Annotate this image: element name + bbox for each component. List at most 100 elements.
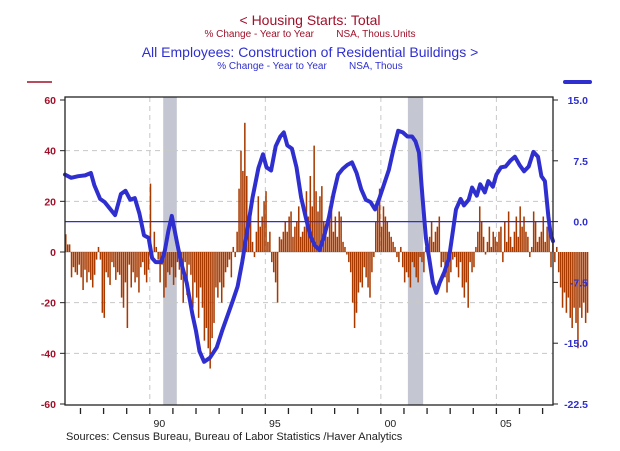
housing-starts-bar bbox=[259, 226, 262, 252]
housing-starts-bar bbox=[269, 231, 271, 252]
housing-starts-bar bbox=[136, 252, 138, 278]
housing-starts-bar bbox=[105, 252, 107, 273]
housing-starts-bar bbox=[363, 252, 365, 268]
housing-starts-bar bbox=[284, 221, 287, 252]
housing-starts-bar bbox=[76, 252, 79, 275]
housing-starts-bar bbox=[244, 122, 246, 252]
housing-starts-bar bbox=[421, 252, 423, 263]
housing-starts-bar bbox=[209, 252, 211, 369]
right-axis-tick-label: -22.5 bbox=[564, 399, 588, 411]
housing-starts-bar bbox=[176, 252, 179, 263]
housing-starts-bar bbox=[109, 252, 111, 285]
housing-starts-bar bbox=[132, 252, 134, 273]
housing-starts-bar bbox=[540, 231, 543, 252]
housing-starts-bar bbox=[147, 252, 150, 270]
housing-starts-bar bbox=[311, 206, 313, 252]
housing-starts-bar bbox=[563, 252, 566, 293]
housing-starts-bar bbox=[224, 252, 227, 273]
housing-starts-bar bbox=[82, 252, 84, 290]
housing-starts-bar bbox=[396, 252, 398, 258]
housing-starts-bar bbox=[138, 252, 140, 293]
housing-starts-bar bbox=[459, 252, 462, 263]
housing-starts-bar bbox=[143, 252, 146, 275]
housing-starts-bar bbox=[471, 252, 473, 273]
housing-starts-bar bbox=[361, 252, 364, 288]
housing-starts-bar bbox=[236, 231, 238, 252]
housing-starts-bar bbox=[118, 252, 121, 275]
housing-starts-bar bbox=[321, 186, 323, 252]
housing-starts-bar bbox=[309, 176, 312, 252]
housing-starts-bar bbox=[274, 252, 277, 283]
housing-starts-bar bbox=[369, 252, 371, 298]
housing-starts-bar bbox=[149, 183, 152, 252]
housing-starts-bar bbox=[184, 252, 186, 263]
housing-starts-bar bbox=[167, 252, 169, 273]
housing-starts-bar bbox=[486, 241, 489, 252]
housing-starts-bar bbox=[145, 252, 148, 283]
housing-starts-bar bbox=[398, 252, 400, 263]
housing-starts-bar bbox=[565, 252, 568, 313]
housing-starts-bar bbox=[440, 252, 442, 268]
housing-starts-bar bbox=[240, 150, 242, 252]
housing-starts-bar bbox=[65, 234, 67, 252]
housing-starts-bar bbox=[557, 252, 560, 273]
left-axis-tick-label: 40 bbox=[44, 146, 56, 158]
housing-starts-bar bbox=[546, 226, 548, 252]
housing-starts-bar bbox=[120, 252, 123, 298]
housing-starts-bar bbox=[72, 252, 75, 268]
left-axis-tick-label: 20 bbox=[44, 196, 56, 208]
housing-starts-bar bbox=[222, 252, 225, 288]
housing-starts-bar bbox=[188, 252, 190, 265]
housing-starts-bar bbox=[434, 231, 437, 252]
housing-starts-bar bbox=[584, 252, 587, 323]
housing-starts-bar bbox=[582, 252, 585, 303]
housing-starts-bar bbox=[428, 236, 431, 252]
housing-starts-bar bbox=[124, 252, 127, 283]
housing-starts-bar bbox=[88, 252, 90, 273]
housing-starts-bar bbox=[174, 252, 177, 278]
housing-starts-bar bbox=[201, 252, 204, 308]
housing-starts-bar bbox=[251, 241, 254, 252]
housing-starts-bar bbox=[353, 252, 356, 328]
housing-starts-bar bbox=[388, 231, 391, 252]
housing-starts-bar bbox=[263, 201, 265, 252]
housing-starts-bar bbox=[288, 216, 290, 252]
housing-starts-bar bbox=[313, 145, 315, 252]
housing-starts-bar bbox=[407, 252, 410, 278]
sources-note: Sources: Census Bureau, Bureau of Labor … bbox=[66, 431, 403, 443]
housing-starts-bar bbox=[453, 252, 456, 258]
housing-starts-bar bbox=[575, 252, 577, 323]
housing-starts-bar bbox=[207, 252, 210, 349]
housing-starts-bar bbox=[511, 246, 514, 252]
housing-starts-bar bbox=[517, 236, 520, 252]
housing-starts-bar bbox=[228, 252, 231, 260]
housing-starts-bar bbox=[286, 231, 288, 252]
housing-starts-bar bbox=[502, 252, 504, 263]
housing-starts-bar bbox=[477, 231, 479, 252]
housing-starts-bar bbox=[529, 252, 531, 258]
housing-starts-bar bbox=[134, 252, 136, 283]
housing-starts-bar bbox=[413, 252, 416, 268]
housing-starts-bar bbox=[467, 252, 469, 308]
housing-starts-bar bbox=[195, 252, 198, 298]
left-axis-tick-label: -60 bbox=[41, 399, 56, 411]
housing-starts-bar bbox=[140, 252, 142, 268]
housing-starts-bar bbox=[579, 252, 581, 308]
housing-starts-bar bbox=[203, 252, 206, 341]
housing-starts-bar bbox=[530, 246, 533, 252]
housing-starts-bar bbox=[253, 252, 256, 258]
housing-starts-bar bbox=[157, 252, 159, 260]
housing-starts-bar bbox=[365, 252, 367, 278]
housing-starts-bar bbox=[232, 246, 235, 252]
housing-starts-bar bbox=[348, 252, 350, 263]
housing-starts-bar bbox=[554, 252, 556, 263]
housing-starts-bar bbox=[405, 252, 408, 273]
right-axis-tick-label: -7.5 bbox=[570, 277, 588, 289]
housing-starts-bar bbox=[328, 206, 331, 252]
housing-starts-bar bbox=[463, 252, 466, 298]
housing-starts-bar bbox=[186, 252, 188, 296]
housing-starts-bar bbox=[507, 211, 510, 252]
housing-starts-bar bbox=[571, 252, 573, 328]
housing-starts-bar bbox=[97, 246, 100, 252]
housing-starts-bar bbox=[521, 226, 523, 252]
